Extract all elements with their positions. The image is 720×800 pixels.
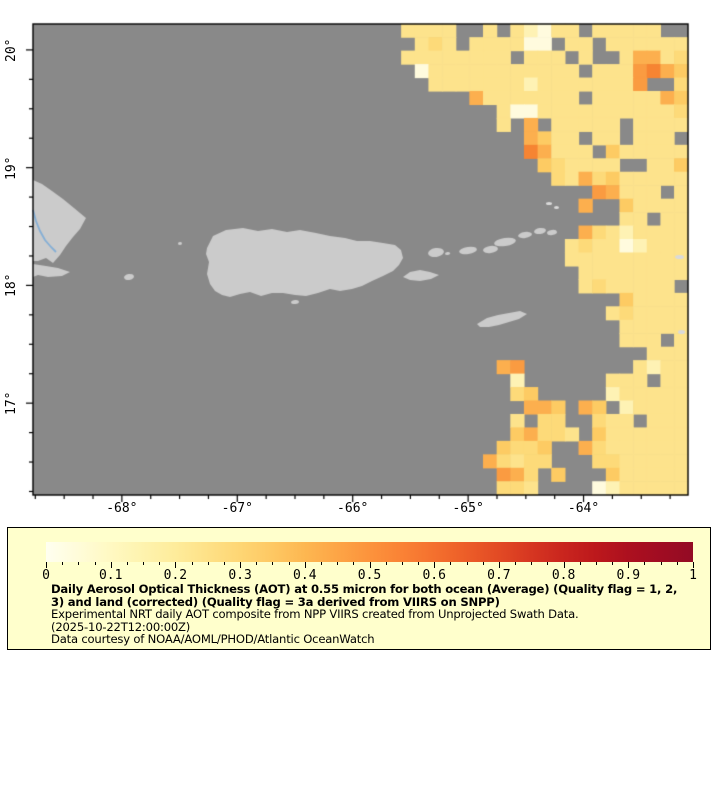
colorbar-tick	[62, 562, 64, 565]
colorbar-tick	[272, 562, 274, 565]
colorbar-tick	[579, 562, 581, 565]
y-tick-label: 20°	[4, 38, 19, 62]
colorbar-tick	[94, 562, 96, 565]
x-tick-label: -68°	[106, 501, 138, 516]
y-tick-label: 17°	[4, 391, 19, 415]
legend-courtesy-line: Data courtesy of NOAA/AOML/PHOD/Atlantic…	[51, 632, 375, 647]
colorbar-tick	[401, 562, 403, 565]
colorbar-tick-label: 0.9	[616, 568, 641, 583]
colorbar-tick	[612, 562, 614, 565]
legend-timestamp-line: (2025-10-22T12:00:00Z)	[51, 619, 191, 634]
map-canvas	[0, 0, 720, 527]
colorbar-tick	[450, 562, 452, 565]
legend-source-line: Experimental NRT daily AOT composite fro…	[51, 607, 579, 622]
y-tick-label: 19°	[4, 155, 19, 180]
colorbar-tick	[482, 562, 484, 565]
colorbar-tick	[159, 562, 161, 565]
colorbar-tick	[563, 562, 565, 568]
colorbar-tick	[498, 562, 500, 568]
colorbar-tick	[126, 562, 128, 565]
colorbar-tick	[304, 562, 306, 568]
colorbar-tick	[353, 562, 355, 565]
colorbar-tick-label: 0.5	[357, 568, 382, 583]
colorbar-tick	[369, 562, 371, 568]
colorbar-tick-label: 1	[689, 568, 697, 583]
colorbar-tick-label: 0.8	[551, 568, 576, 583]
colorbar-tick	[676, 562, 678, 565]
colorbar-tick	[337, 562, 339, 565]
x-tick-label: -64°	[567, 501, 600, 516]
y-tick-label: 18°	[4, 273, 19, 298]
colorbar-tick-label: 0.7	[487, 568, 511, 583]
legend-title: Daily Aerosol Optical Thickness (AOT) at…	[51, 582, 678, 609]
colorbar-tick	[46, 562, 47, 568]
colorbar-tick-label: 0.3	[228, 568, 252, 583]
legend-text: Daily Aerosol Optical Thickness (AOT) at…	[51, 583, 691, 646]
colorbar-tick	[595, 562, 597, 565]
colorbar-tick	[143, 562, 145, 565]
colorbar-tick-label: 0.1	[98, 568, 123, 583]
colorbar-tick	[175, 562, 177, 568]
colorbar-tick	[78, 562, 80, 565]
colorbar-tick	[191, 562, 193, 565]
colorbar-tick	[320, 562, 322, 565]
colorbar-tick	[207, 562, 209, 565]
colorbar-tick-label: 0.6	[422, 568, 446, 583]
colorbar-tick	[110, 562, 112, 568]
colorbar-tick-label: 0	[42, 568, 50, 583]
colorbar-tick	[547, 562, 549, 565]
colorbar-tick	[628, 562, 630, 568]
colorbar-tick	[644, 562, 646, 565]
colorbar-tick	[240, 562, 242, 568]
colorbar-tick	[531, 562, 533, 565]
colorbar-tick-label: 0.4	[293, 568, 317, 583]
x-tick-label: -67°	[221, 501, 253, 516]
x-tick-label: -66°	[337, 501, 369, 516]
colorbar-tick	[434, 562, 436, 568]
colorbar-tick	[223, 562, 225, 565]
colorbar-tick	[466, 562, 468, 565]
colorbar-tick	[515, 562, 517, 565]
colorbar	[46, 542, 693, 562]
colorbar-tick	[288, 562, 290, 565]
colorbar-tick	[385, 562, 387, 565]
colorbar-tick-label: 0.2	[163, 568, 188, 583]
colorbar-tick	[693, 562, 694, 568]
colorbar-tick	[660, 562, 662, 565]
x-tick-label: -65°	[452, 501, 484, 516]
colorbar-tick	[418, 562, 420, 565]
legend-box: 0 0.1 0.2 0.3 0.4 0.5 0.6 0.7 0.8 0.9 1 Daily Aero…	[7, 527, 711, 650]
colorbar-tick	[256, 562, 258, 565]
